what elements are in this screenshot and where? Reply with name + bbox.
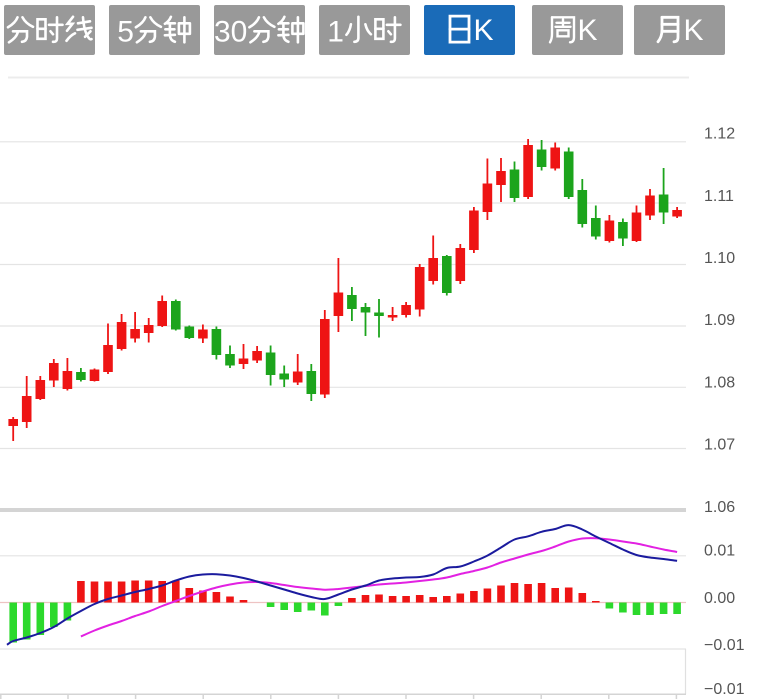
svg-text:1.12: 1.12 — [704, 126, 735, 143]
svg-text:1: 1 — [327, 16, 344, 49]
svg-text:30: 30 — [214, 16, 247, 49]
svg-text:0.01: 0.01 — [704, 543, 735, 560]
svg-text:K: K — [578, 14, 598, 47]
svg-text:K: K — [684, 14, 704, 47]
svg-text:1.07: 1.07 — [704, 437, 735, 454]
svg-text:1.09: 1.09 — [704, 312, 735, 329]
svg-text:1.06: 1.06 — [704, 499, 735, 516]
svg-text:−0.01: −0.01 — [704, 681, 745, 698]
svg-text:1.11: 1.11 — [704, 188, 734, 205]
svg-text:5: 5 — [117, 16, 134, 49]
svg-text:0.00: 0.00 — [704, 590, 735, 607]
svg-text:1.10: 1.10 — [704, 250, 735, 267]
svg-text:K: K — [474, 14, 494, 47]
svg-text:1.08: 1.08 — [704, 374, 735, 391]
svg-text:−0.01: −0.01 — [704, 637, 745, 654]
